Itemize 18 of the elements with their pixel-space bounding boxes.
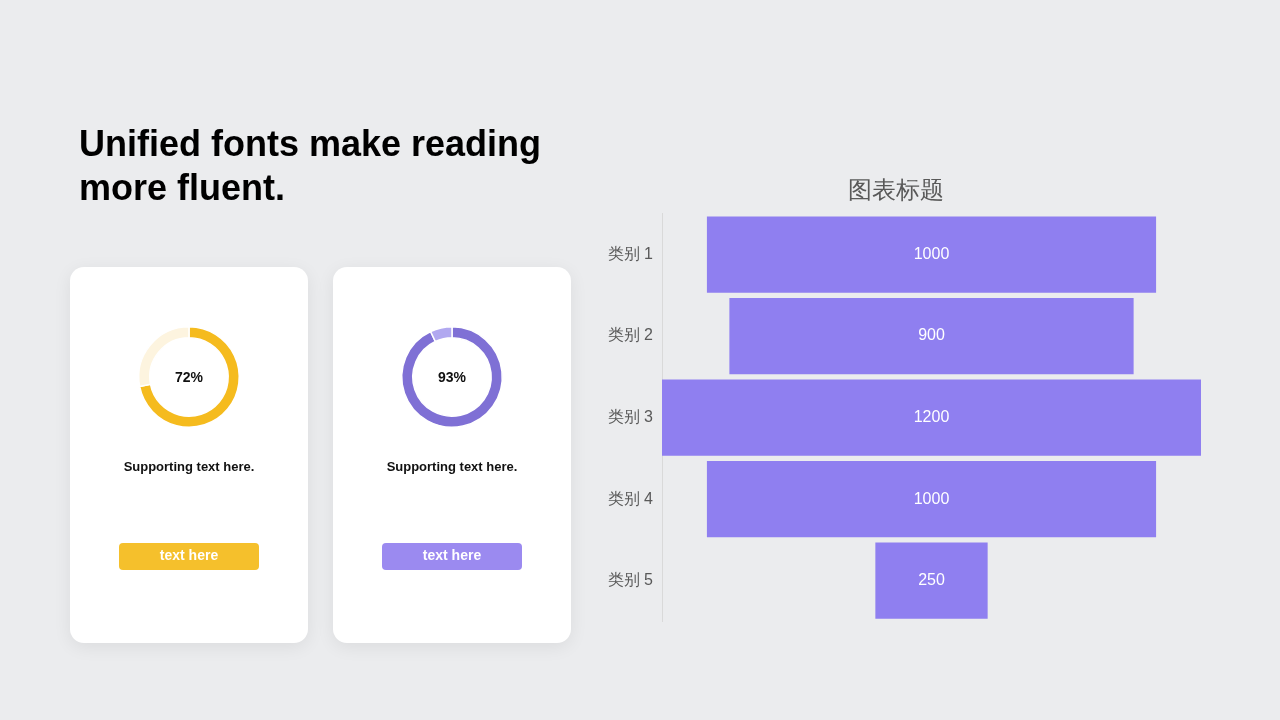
text: Supporting text here. [385, 458, 519, 476]
data-label: 1000 [913, 244, 950, 262]
text: Supporting text here. [122, 458, 256, 476]
category-label: 类别 5 [607, 571, 654, 589]
data-label: 250 [918, 571, 945, 589]
data-label: 1200 [913, 408, 950, 426]
category-label: 类别 4 [607, 489, 654, 507]
text: 72% [174, 368, 204, 386]
category-label: 类别 1 [607, 244, 654, 262]
text: 图表标题 [847, 176, 944, 204]
category-label: 类别 3 [607, 408, 654, 426]
data-label: 900 [918, 326, 945, 344]
text: Unified fonts make reading more fluent. [79, 122, 543, 210]
category-label: 类别 2 [607, 326, 654, 344]
data-label: 1000 [913, 489, 950, 507]
text: 93% [437, 368, 467, 386]
text: text here [421, 547, 483, 564]
text: text here [158, 547, 220, 564]
